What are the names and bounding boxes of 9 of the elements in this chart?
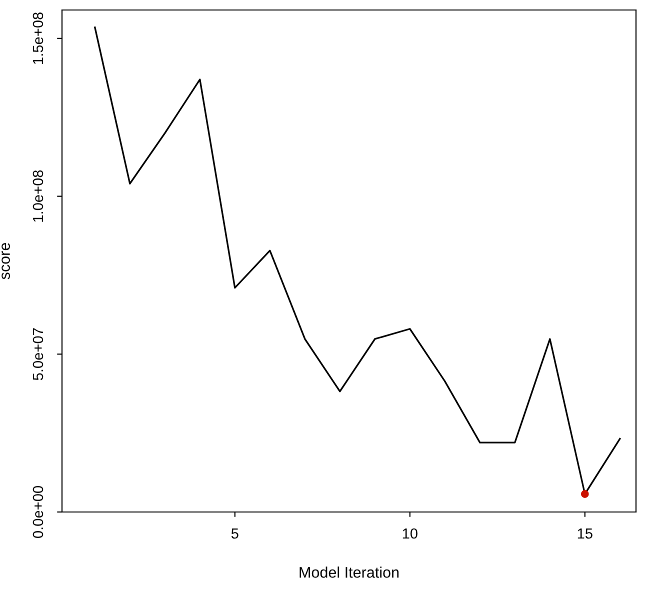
y-tick-label: 0.0e+00 [32, 486, 44, 538]
y-tick-label: 1.5e+08 [32, 12, 44, 64]
x-axis-title: Model Iteration [300, 566, 399, 578]
y-tick-label: 1.0e+08 [32, 170, 44, 222]
y-axis-title: score [2, 243, 10, 280]
x-tick-label: 5 [231, 528, 238, 539]
x-tick-label: 10 [402, 528, 418, 539]
x-tick-label: 15 [578, 528, 592, 539]
y-tick-label: 5.0e+07 [32, 328, 44, 380]
